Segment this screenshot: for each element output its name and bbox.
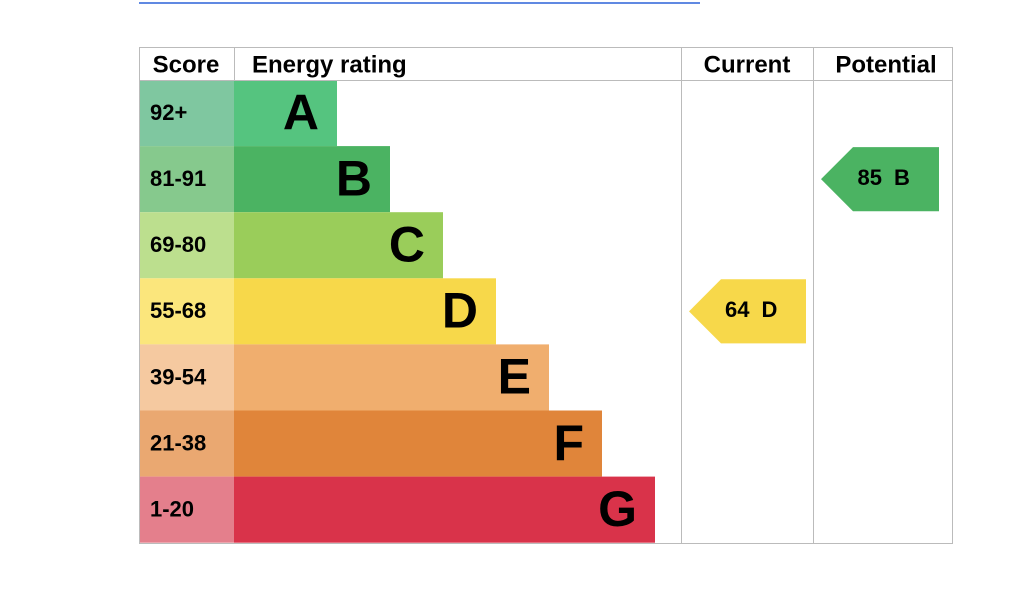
current-score: 64 [725,297,750,322]
score-cell [139,278,234,345]
score-label: 92+ [150,100,187,125]
score-label: 69-80 [150,232,206,257]
header-potential: Potential [835,51,936,78]
rating-letter: E [498,349,531,405]
rating-letter: A [283,84,319,140]
potential-rating: B [894,165,910,190]
rating-bar [234,410,602,477]
rating-bar [234,212,443,279]
rating-letter: G [598,481,637,537]
current-rating: D [762,297,778,322]
potential-arrow [821,147,939,212]
table-frame [139,47,953,544]
potential-score: 85 [858,165,882,190]
header-rating: Energy rating [252,51,407,78]
score-label: 21-38 [150,430,206,455]
score-label: 81-91 [150,166,206,191]
score-cell [139,410,234,477]
current-arrow [689,279,806,344]
score-cell [139,476,234,543]
rating-bar [234,278,496,345]
rating-letter: C [389,216,425,272]
rating-letter: B [336,150,372,206]
rating-bar [234,344,549,411]
score-cell [139,80,234,147]
rating-bar [234,146,390,213]
rating-letter: F [553,415,584,471]
header-current: Current [704,51,791,78]
score-cell [139,146,234,213]
header-score: Score [153,51,220,78]
rating-bar [234,80,337,147]
score-cell [139,212,234,279]
score-label: 1-20 [150,496,194,521]
score-label: 39-54 [150,364,207,389]
score-label: 55-68 [150,298,206,323]
rating-bar [234,476,655,543]
rating-letter: D [442,283,478,339]
score-cell [139,344,234,411]
